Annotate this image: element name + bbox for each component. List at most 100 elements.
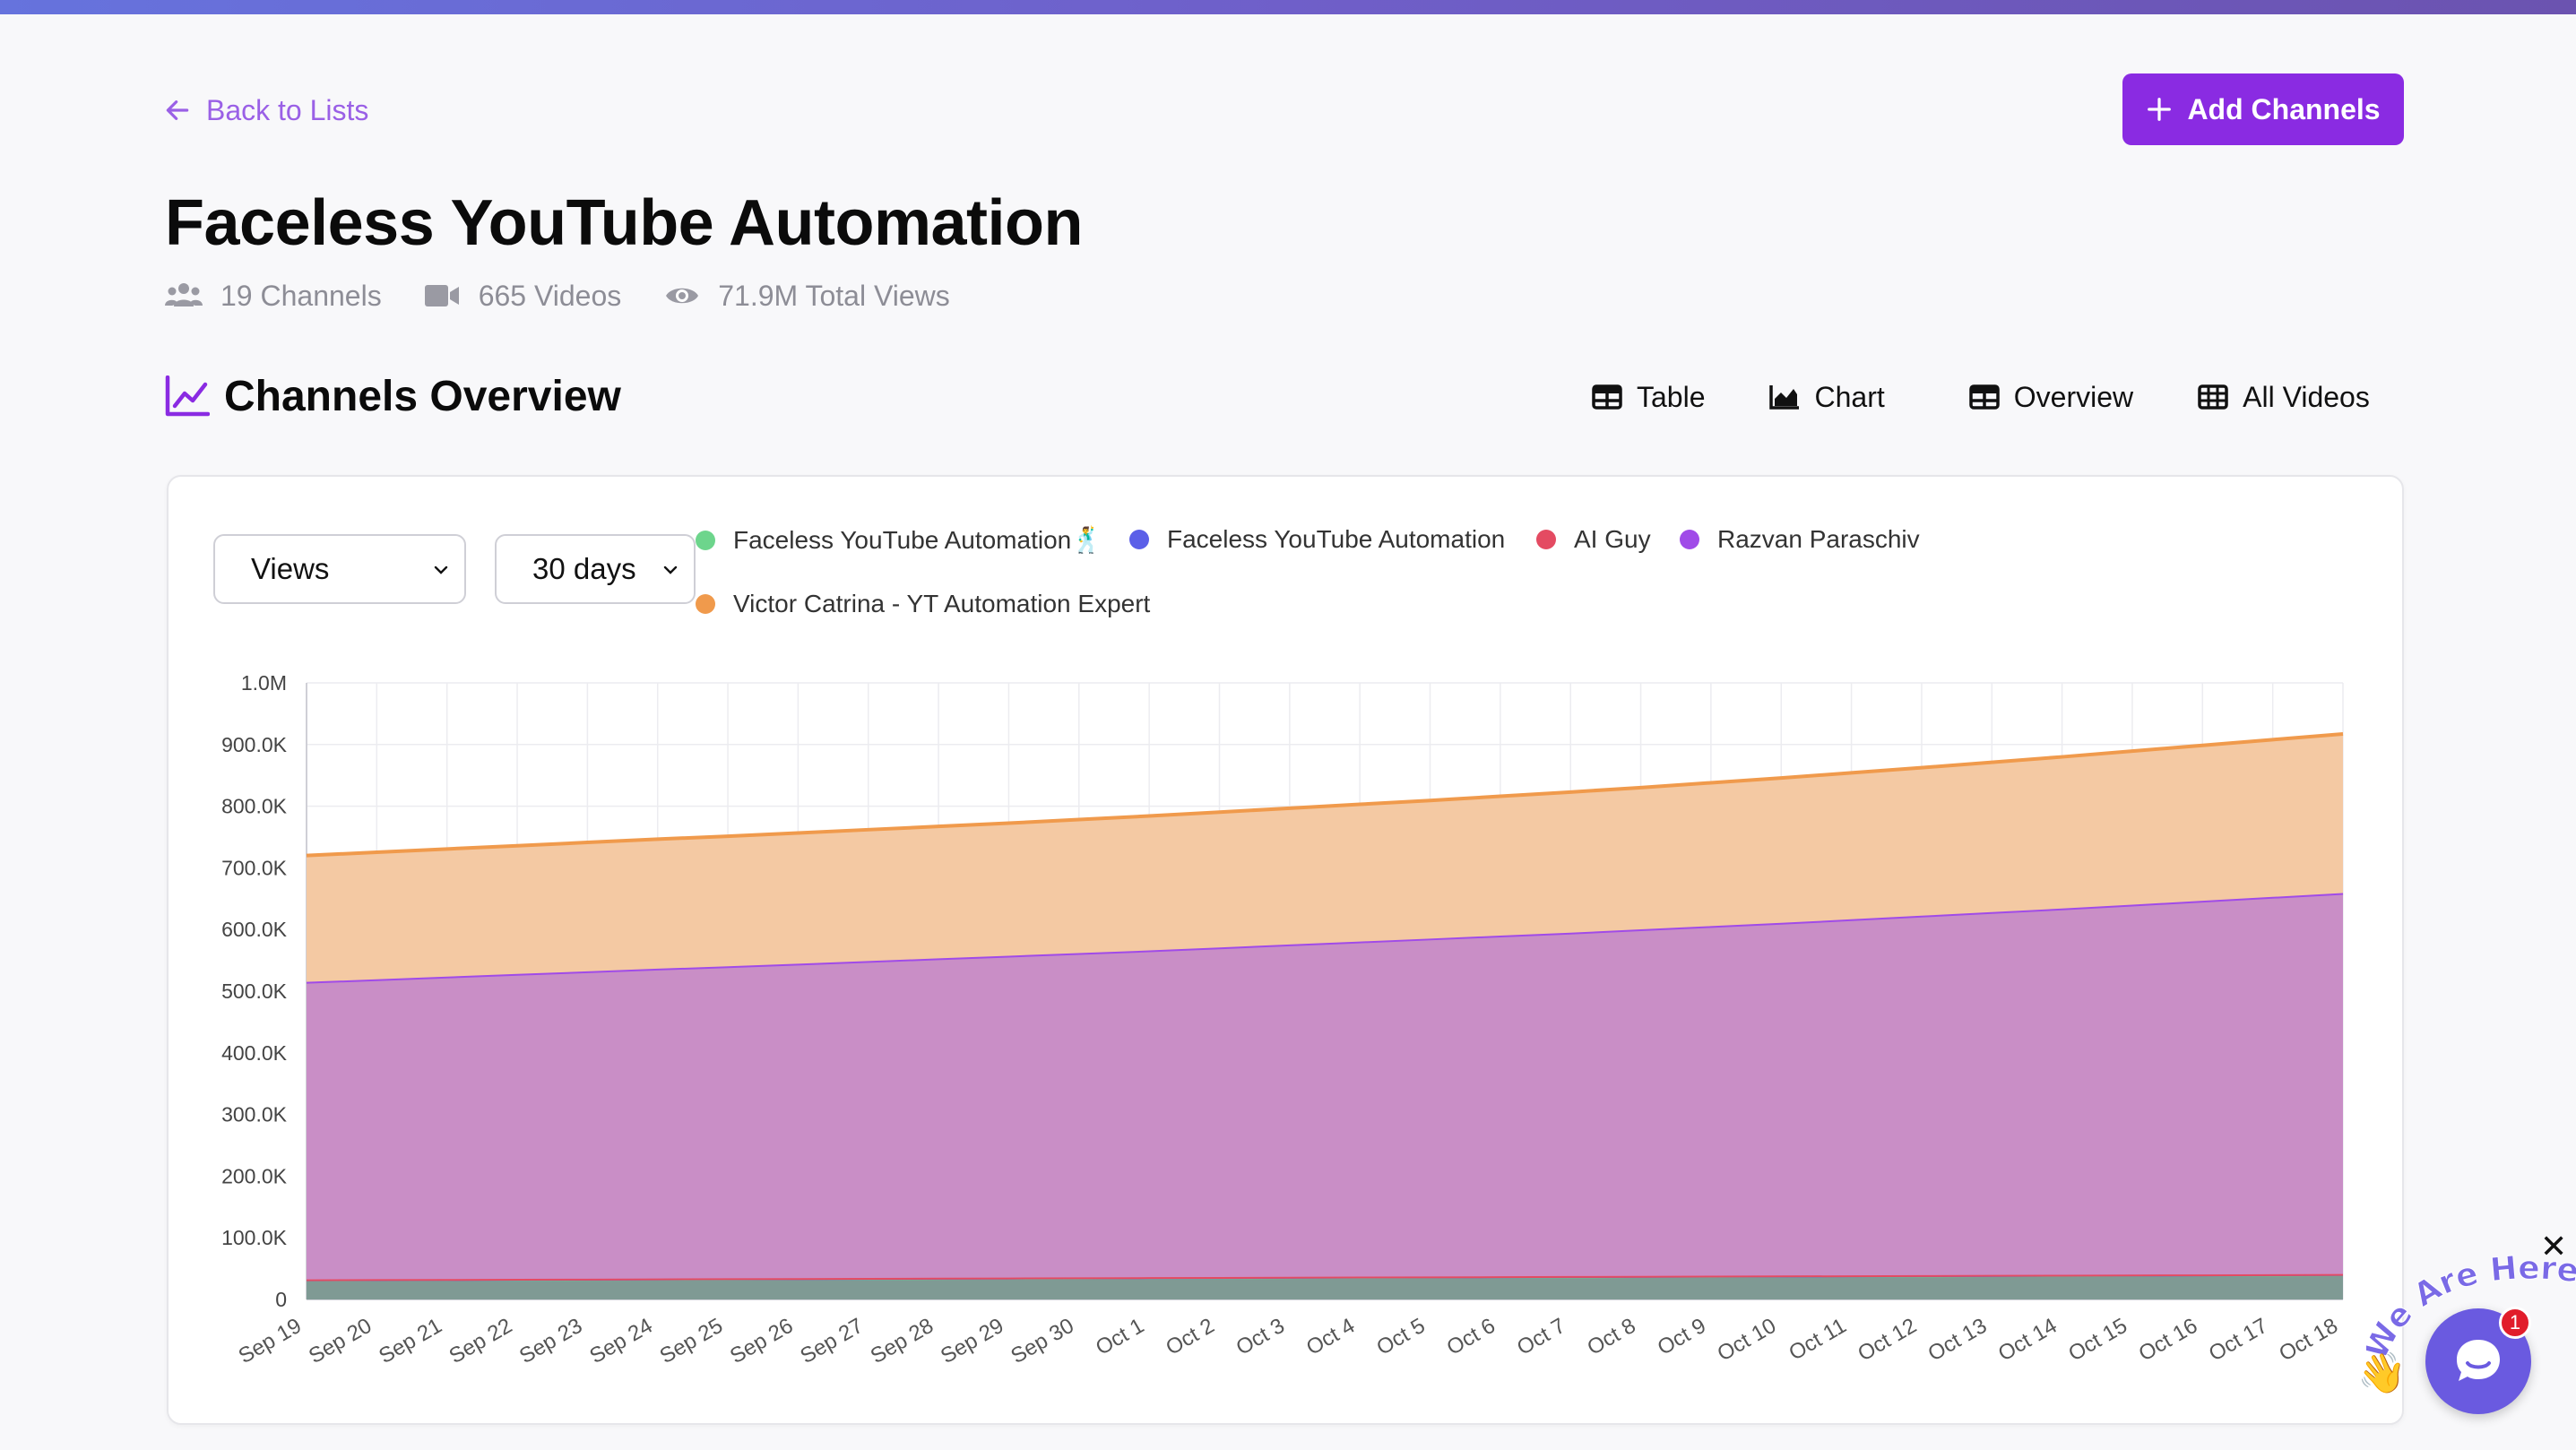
legend-label: Victor Catrina - YT Automation Expert	[733, 590, 1151, 617]
arrow-left-icon	[166, 100, 189, 120]
channels-count: 19 Channels	[220, 279, 382, 312]
legend-item[interactable]: Faceless YouTube Automation🕺	[696, 525, 1102, 555]
x-tick-label: Sep 29	[937, 1314, 1007, 1368]
grid-icon	[2198, 384, 2228, 410]
x-tick-label: Sep 27	[796, 1314, 867, 1368]
x-tick-label: Oct 12	[1854, 1314, 1921, 1367]
chat-bubble-icon	[2457, 1340, 2500, 1381]
series-area	[307, 733, 2343, 982]
y-tick-label: 1.0M	[241, 671, 287, 695]
y-tick-label: 800.0K	[221, 795, 288, 818]
chat-launcher-button[interactable]: 1	[2425, 1307, 2531, 1414]
y-tick-label: 900.0K	[221, 733, 288, 756]
legend-dot	[696, 594, 715, 614]
legend-item[interactable]: Victor Catrina - YT Automation Expert	[696, 590, 1150, 618]
chart-card: Views 30 days Faceless YouTube Automatio…	[167, 475, 2404, 1425]
x-tick-label: Oct 15	[2064, 1314, 2131, 1367]
x-tick-label: Oct 4	[1302, 1314, 1359, 1360]
legend-item[interactable]: AI Guy	[1536, 525, 1651, 554]
x-tick-label: Sep 22	[445, 1314, 516, 1368]
x-tick-label: Oct 17	[2205, 1314, 2272, 1367]
views-stat: 71.9M Total Views	[664, 280, 950, 313]
x-tick-label: Sep 30	[1007, 1314, 1077, 1368]
chat-notification-badge: 1	[2499, 1307, 2531, 1339]
section-title: Channels Overview	[224, 372, 621, 420]
table-icon	[1592, 384, 1622, 410]
y-tick-label: 700.0K	[221, 856, 288, 879]
chevron-down-icon	[434, 565, 448, 574]
tab-all-videos-label: All Videos	[2243, 380, 2370, 413]
x-tick-label: Oct 1	[1092, 1314, 1148, 1360]
x-tick-label: Oct 8	[1583, 1314, 1639, 1360]
legend-dot	[1536, 530, 1556, 549]
legend-label: AI Guy	[1574, 525, 1651, 553]
x-tick-label: Oct 3	[1232, 1314, 1289, 1360]
x-tick-label: Sep 28	[867, 1314, 938, 1368]
series-area	[307, 893, 2343, 1280]
tab-all-videos[interactable]: All Videos	[2198, 381, 2370, 414]
videos-stat: 665 Videos	[424, 279, 622, 313]
legend-item[interactable]: Faceless YouTube Automation	[1129, 525, 1505, 554]
legend-dot	[1680, 530, 1699, 549]
legend-dot	[696, 530, 715, 550]
legend-label: Faceless YouTube Automation🕺	[733, 526, 1103, 554]
add-channels-button[interactable]: Add Channels	[2122, 73, 2404, 145]
grid-icon	[1969, 384, 2000, 410]
chat-banner: We Are Here!	[2366, 1246, 2576, 1366]
view-tabs: Table Chart Overview All Videos	[1592, 375, 2370, 419]
series-area	[307, 1273, 2343, 1299]
top-accent-bar	[0, 0, 2576, 14]
x-tick-label: Oct 2	[1162, 1314, 1218, 1360]
add-channels-label: Add Channels	[2187, 92, 2381, 125]
y-tick-label: 0	[275, 1288, 287, 1311]
range-select[interactable]: 30 days	[495, 534, 696, 604]
tab-overview-label: Overview	[2013, 380, 2134, 413]
waving-hand-icon: 👋	[2357, 1351, 2407, 1395]
y-tick-label: 400.0K	[221, 1041, 288, 1065]
metric-select-value: Views	[251, 552, 330, 585]
y-tick-label: 100.0K	[221, 1226, 288, 1249]
legend-label: Razvan Paraschiv	[1717, 525, 1920, 553]
page-title: Faceless YouTube Automation	[165, 187, 1084, 259]
x-tick-label: Oct 9	[1654, 1314, 1710, 1360]
y-tick-label: 500.0K	[221, 980, 288, 1003]
x-tick-label: Oct 18	[2275, 1314, 2342, 1367]
x-tick-label: Oct 5	[1372, 1314, 1429, 1360]
x-tick-label: Oct 6	[1443, 1314, 1500, 1360]
tab-table[interactable]: Table	[1592, 381, 1706, 414]
plus-icon	[2148, 98, 2172, 121]
y-tick-label: 200.0K	[221, 1164, 288, 1187]
x-tick-label: Sep 23	[515, 1314, 586, 1368]
chat-close-icon[interactable]: ✕	[2540, 1228, 2568, 1264]
total-views: 71.9M Total Views	[718, 279, 950, 312]
videos-count: 665 Videos	[478, 279, 622, 312]
chevron-down-icon	[663, 565, 678, 574]
legend-item[interactable]: Razvan Paraschiv	[1680, 525, 1920, 554]
eye-icon	[666, 288, 699, 304]
tab-chart[interactable]: Chart	[1768, 381, 1885, 414]
tab-chart-label: Chart	[1814, 380, 1885, 413]
x-tick-label: Oct 7	[1513, 1314, 1569, 1360]
y-tick-label: 300.0K	[221, 1103, 288, 1126]
x-tick-label: Sep 20	[305, 1314, 376, 1368]
x-tick-label: Sep 26	[726, 1314, 797, 1368]
channels-stat: 19 Channels	[165, 280, 382, 313]
area-chart-icon	[1768, 385, 1799, 410]
back-link-label: Back to Lists	[206, 93, 369, 126]
range-select-value: 30 days	[532, 552, 636, 585]
x-tick-label: Oct 16	[2135, 1314, 2202, 1367]
metric-select[interactable]: Views	[213, 534, 466, 604]
legend-dot	[1129, 530, 1149, 549]
list-stats: 19 Channels 665 Videos 71.9M Total Views	[165, 276, 993, 315]
legend-label: Faceless YouTube Automation	[1167, 525, 1506, 553]
line-chart-icon	[165, 375, 210, 417]
channels-overview-header: Channels Overview	[165, 367, 621, 425]
x-tick-label: Sep 21	[375, 1314, 445, 1368]
x-tick-label: Oct 10	[1714, 1314, 1781, 1367]
x-tick-label: Sep 25	[656, 1314, 727, 1368]
x-tick-label: Sep 24	[585, 1314, 656, 1368]
back-to-lists-link[interactable]: Back to Lists	[163, 90, 368, 131]
x-tick-label: Oct 14	[1994, 1314, 2062, 1367]
stacked-area-chart: 0 100.0K 200.0K 300.0K 400.0K 500.0K 600.0K 700…	[221, 671, 2344, 1368]
tab-overview[interactable]: Overview	[1969, 381, 2133, 414]
